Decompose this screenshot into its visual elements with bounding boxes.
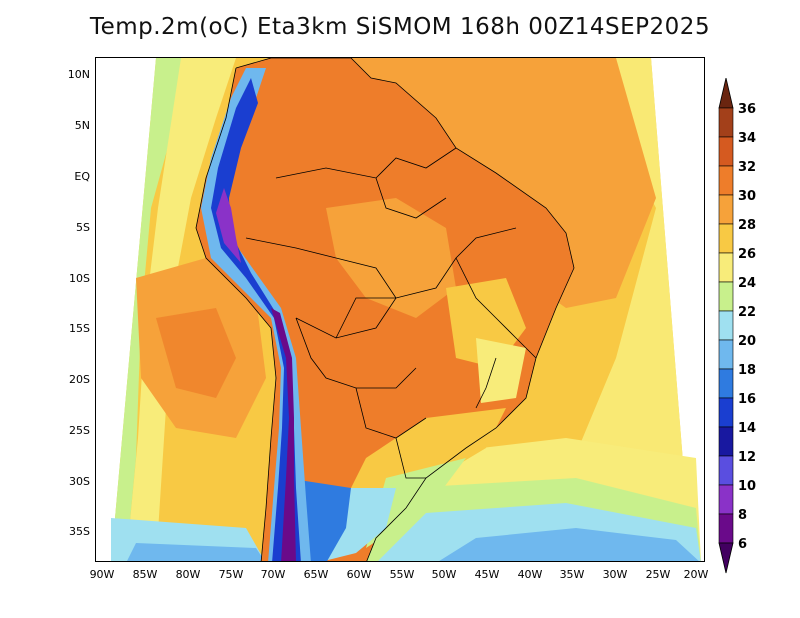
colorbar-label-14: 14: [738, 421, 757, 436]
lat-label-eq: EQ: [74, 170, 90, 183]
lat-label-5n: 5N: [74, 119, 90, 132]
colorbar-segment: [718, 455, 734, 486]
lat-label-25s: 25S: [69, 424, 90, 437]
colorbar-segment: [718, 397, 734, 428]
andes-ridge-violet: [216, 188, 241, 263]
map-panel: [95, 57, 705, 562]
lon-label-30w: 30W: [602, 568, 628, 581]
lon-label-50w: 50W: [431, 568, 457, 581]
colorbar-segment: [718, 484, 734, 515]
colorbar: [718, 78, 734, 574]
lat-label-5s: 5S: [76, 221, 90, 234]
colorbar-label-36: 36: [738, 102, 757, 117]
colorbar-segment: [718, 310, 734, 341]
lat-label-35s: 35S: [69, 525, 90, 538]
colorbar-arrow-top: [718, 78, 734, 109]
lat-label-10n: 10N: [67, 68, 90, 81]
temperature-field: [96, 58, 704, 561]
colorbar-arrow-bottom: [718, 542, 734, 574]
map-title: Temp.2m(oC) Eta3km SiSMOM 168h 00Z14SEP2…: [89, 14, 711, 40]
lon-label-35w: 35W: [559, 568, 585, 581]
colorbar-segment: [718, 107, 734, 138]
colorbar-label-24: 24: [738, 276, 757, 291]
land-pale-patches-2: [476, 338, 526, 403]
lon-label-60w: 60W: [346, 568, 372, 581]
colorbar-label-6: 6: [738, 537, 748, 552]
lon-label-45w: 45W: [474, 568, 500, 581]
colorbar-label-34: 34: [738, 131, 757, 146]
colorbar-segment: [718, 223, 734, 254]
pacific-green: [111, 58, 196, 561]
colorbar-segment: [718, 194, 734, 225]
political-boundaries: [195, 58, 575, 561]
colorbar-label-20: 20: [738, 334, 757, 349]
lat-label-30s: 30S: [69, 475, 90, 488]
south-pacific-blue: [127, 543, 265, 561]
colorbar-label-8: 8: [738, 508, 748, 523]
andes-ridge-purple: [271, 308, 296, 561]
lat-label-20s: 20S: [69, 373, 90, 386]
ocean-east-cool: [566, 58, 691, 561]
colorbar-segment: [718, 252, 734, 283]
colorbar-label-18: 18: [738, 363, 757, 378]
colorbar-label-22: 22: [738, 305, 757, 320]
colorbar-label-16: 16: [738, 392, 757, 407]
pacific-yellow: [126, 58, 236, 561]
colorbar-segment: [718, 165, 734, 196]
colorbar-label-32: 32: [738, 160, 757, 175]
lon-label-90w: 90W: [89, 568, 115, 581]
lon-label-55w: 55W: [389, 568, 415, 581]
lon-label-40w: 40W: [517, 568, 543, 581]
colorbar-segment: [718, 339, 734, 370]
land-southeast-green: [366, 458, 466, 548]
lon-label-65w: 65W: [303, 568, 329, 581]
lon-label-25w: 25W: [645, 568, 671, 581]
lon-label-70w: 70W: [260, 568, 286, 581]
lon-label-80w: 80W: [175, 568, 201, 581]
colorbar-segment: [718, 426, 734, 457]
colorbar-label-26: 26: [738, 247, 757, 262]
lat-label-10s: 10S: [69, 272, 90, 285]
pacific-warm-core: [156, 308, 236, 398]
land-yellow-patches: [326, 198, 456, 318]
lon-label-75w: 75W: [218, 568, 244, 581]
lon-label-85w: 85W: [132, 568, 158, 581]
colorbar-label-28: 28: [738, 218, 757, 233]
colorbar-label-12: 12: [738, 450, 757, 465]
colorbar-label-30: 30: [738, 189, 757, 204]
lon-label-20w: 20W: [683, 568, 709, 581]
colorbar-segment: [718, 136, 734, 167]
colorbar-segment: [718, 513, 734, 544]
colorbar-segment: [718, 281, 734, 312]
lat-label-15s: 15S: [69, 322, 90, 335]
colorbar-label-10: 10: [738, 479, 757, 494]
southern-band-blue: [439, 528, 699, 561]
colorbar-segment: [718, 368, 734, 399]
